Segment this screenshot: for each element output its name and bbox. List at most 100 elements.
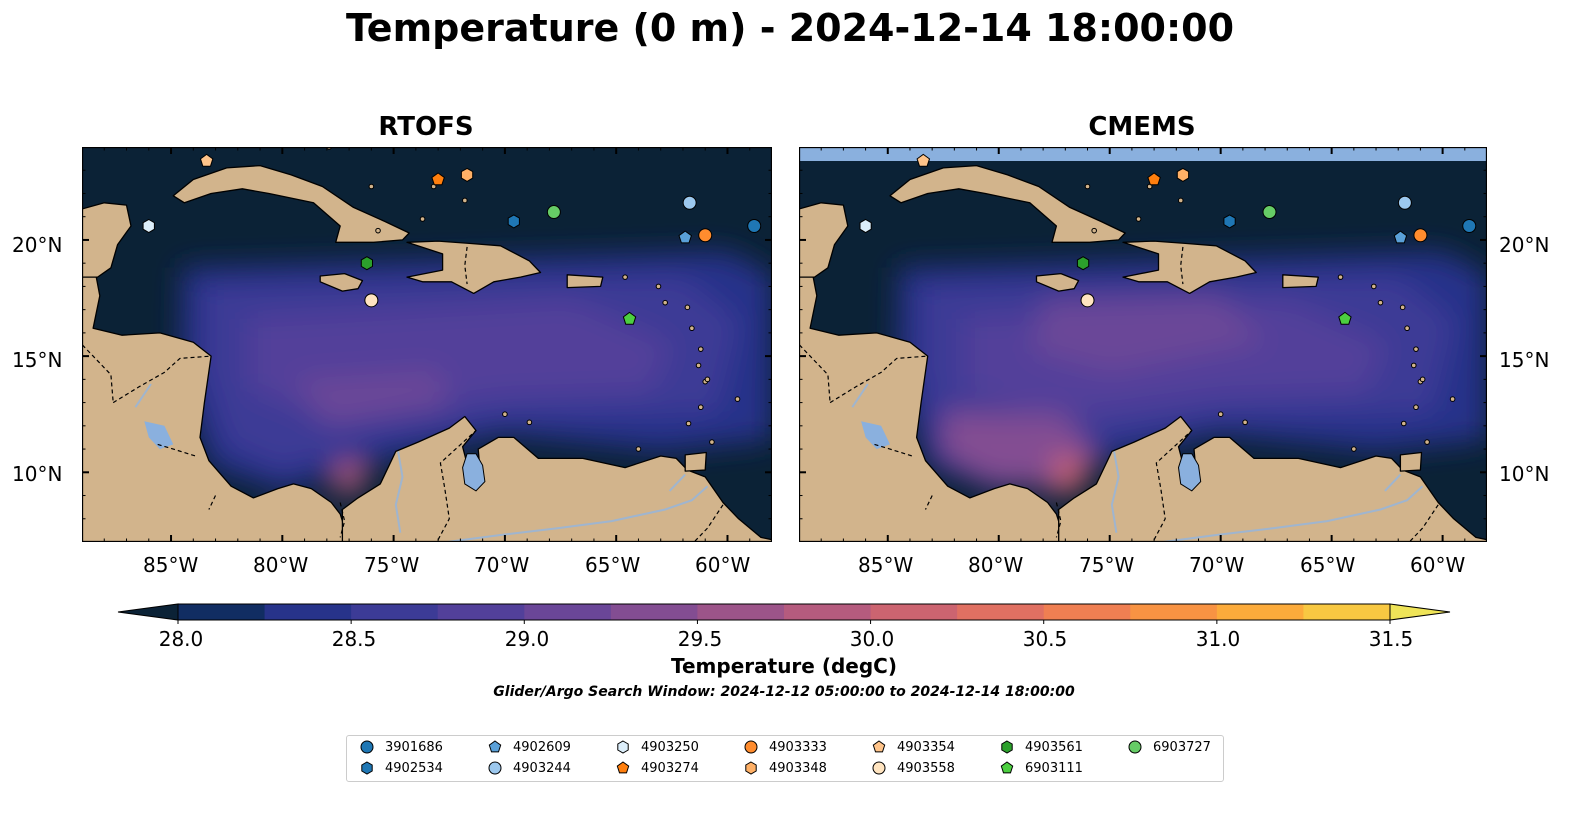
island-marker (1410, 362, 1417, 369)
lon-label-65w-rtofs: 65°W (585, 553, 641, 577)
legend-label: 4903250 (641, 739, 699, 755)
colorbar-segment (264, 604, 352, 620)
colorbar-tick-31-0: 31.0 (1195, 627, 1241, 651)
platform-marker-6903727 (1262, 205, 1277, 220)
legend-marker-6903111 (1000, 761, 1014, 774)
island-marker (502, 411, 508, 418)
island-marker (635, 446, 642, 452)
land-trinidad (684, 451, 707, 472)
platform-marker-4903354 (916, 153, 931, 167)
island-marker (1091, 227, 1097, 234)
platform-marker-4903244 (1397, 195, 1412, 210)
island-marker (368, 183, 375, 190)
island-marker (375, 227, 381, 234)
circle-marker-icon (1128, 740, 1142, 754)
legend-item-4903354: 4903354 (871, 737, 955, 757)
legend-label: 4903274 (641, 760, 699, 776)
country-border (208, 495, 217, 510)
country-border (339, 502, 346, 538)
land-central-america (82, 271, 350, 542)
legend-marker-4902609 (488, 740, 502, 753)
island-marker (655, 283, 662, 290)
pentagon-marker-icon (616, 761, 630, 774)
search-window-text: Glider/Argo Search Window: 2024-12-12 05… (493, 684, 1075, 700)
legend-label: 4902609 (513, 739, 571, 755)
lake-nicaragua (144, 421, 174, 450)
river-line (134, 383, 152, 408)
colorbar-segment (870, 604, 958, 620)
circle-marker-icon (744, 740, 758, 754)
island-marker (697, 346, 704, 352)
island-marker (622, 274, 628, 280)
colorbar-tick-28-5: 28.5 (331, 627, 377, 651)
temperature-field (799, 251, 1487, 542)
river-line (394, 451, 404, 533)
colorbar-tick-28-0: 28.0 (158, 627, 204, 651)
island-marker (1419, 376, 1426, 383)
land-cuba (889, 164, 1126, 243)
colorbar-label: Temperature (degC) (671, 654, 897, 678)
land-jamaica (319, 272, 364, 292)
land-cuba (172, 164, 410, 243)
platform-marker-4903348 (1176, 167, 1190, 182)
panel-title-rtofs: RTOFS (378, 112, 474, 142)
lat-label-10n-left: 10°N (12, 462, 63, 486)
island-marker (1399, 304, 1406, 311)
country-border (157, 443, 196, 457)
legend-label: 4903244 (513, 760, 571, 776)
land-hispaniola (406, 240, 542, 295)
platform-marker-4903354 (199, 153, 214, 167)
map-panel-cmems (799, 147, 1487, 542)
country-border (1180, 246, 1184, 285)
platform-marker-4903333 (698, 228, 713, 243)
colorbar-segment (1216, 604, 1304, 620)
legend-label: 4903354 (897, 739, 955, 755)
legend-label: 4902534 (385, 760, 443, 776)
lon-label-70w-rtofs: 70°W (474, 553, 530, 577)
land-yucatan (82, 202, 132, 278)
legend-item-3901686: 3901686 (359, 737, 443, 757)
colorbar-segment (524, 604, 612, 620)
colorbar (117, 603, 1451, 624)
platform-marker-4903348 (460, 167, 474, 182)
platform-marker-4903558 (364, 293, 379, 308)
platform-marker-4903250 (142, 218, 155, 234)
legend-label: 3901686 (385, 739, 443, 755)
island-marker (419, 216, 426, 222)
platform-marker-3901686 (747, 219, 762, 233)
legend-item-4902534: 4902534 (359, 758, 443, 778)
map-frame (799, 147, 1487, 542)
legend-label: 4903333 (769, 739, 827, 755)
country-border (437, 430, 477, 540)
land-puerto-rico (566, 274, 604, 289)
legend-marker-4903348 (745, 761, 757, 775)
platform-marker-4903333 (1413, 228, 1428, 243)
platform-marker-6903111 (622, 311, 637, 325)
legend-marker-4902534 (361, 761, 373, 775)
map-panel-rtofs (82, 147, 772, 542)
legend-label: 4903558 (897, 760, 955, 776)
colorbar-extend-low (117, 603, 179, 621)
legend-label: 6903727 (1153, 739, 1211, 755)
island-marker (697, 404, 704, 411)
colorbar-segment (1043, 604, 1131, 620)
country-border (112, 355, 212, 404)
lon-label-60w-rtofs: 60°W (695, 553, 751, 577)
colorbar-segment (178, 604, 266, 620)
legend-item-4903558: 4903558 (871, 758, 955, 778)
island-marker (1351, 446, 1357, 452)
legend-marker-4903250 (617, 740, 629, 754)
colorbar-segment (784, 604, 872, 620)
lon-label-75w-cmems: 75°W (1079, 553, 1135, 577)
page-title: Temperature (0 m) - 2024-12-14 18:00:00 (345, 6, 1235, 50)
platform-marker-3901686 (1462, 219, 1477, 233)
legend-marker-4903274 (616, 761, 630, 774)
river-line (1384, 473, 1402, 492)
colorbar-tick-29-5: 29.5 (677, 627, 723, 651)
lon-label-70w-cmems: 70°W (1189, 553, 1245, 577)
colorbar-segment (437, 604, 525, 620)
island-marker (1242, 419, 1248, 426)
island-marker (685, 420, 692, 427)
island-marker (1449, 396, 1456, 402)
legend-item-4903274: 4903274 (615, 758, 699, 778)
